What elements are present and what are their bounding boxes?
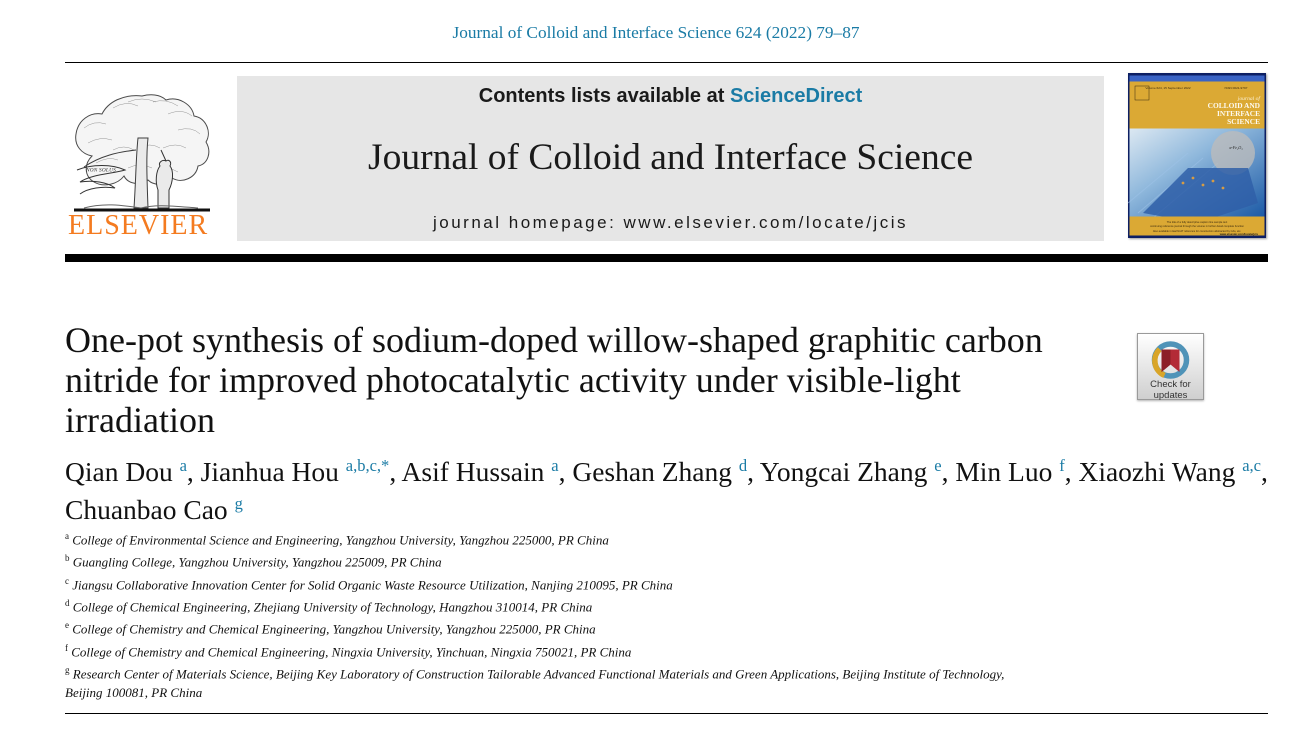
svg-text:ISSN 0021-9797: ISSN 0021-9797 — [1225, 86, 1248, 90]
svg-text:continuing reference journal t: continuing reference journal through the… — [1150, 224, 1244, 228]
svg-text:α-Fe₂O₃: α-Fe₂O₃ — [1229, 145, 1243, 150]
svg-text:The title of a fully descripti: The title of a fully descriptive caption… — [1167, 220, 1228, 224]
svg-text:www.elsevier.com/locate/jcis: www.elsevier.com/locate/jcis — [1219, 232, 1259, 236]
svg-text:NON SOLUS: NON SOLUS — [85, 168, 116, 174]
svg-text:SCIENCE: SCIENCE — [1227, 117, 1260, 126]
svg-text:Volume 624, 15 September 2022: Volume 624, 15 September 2022 — [1145, 86, 1191, 90]
